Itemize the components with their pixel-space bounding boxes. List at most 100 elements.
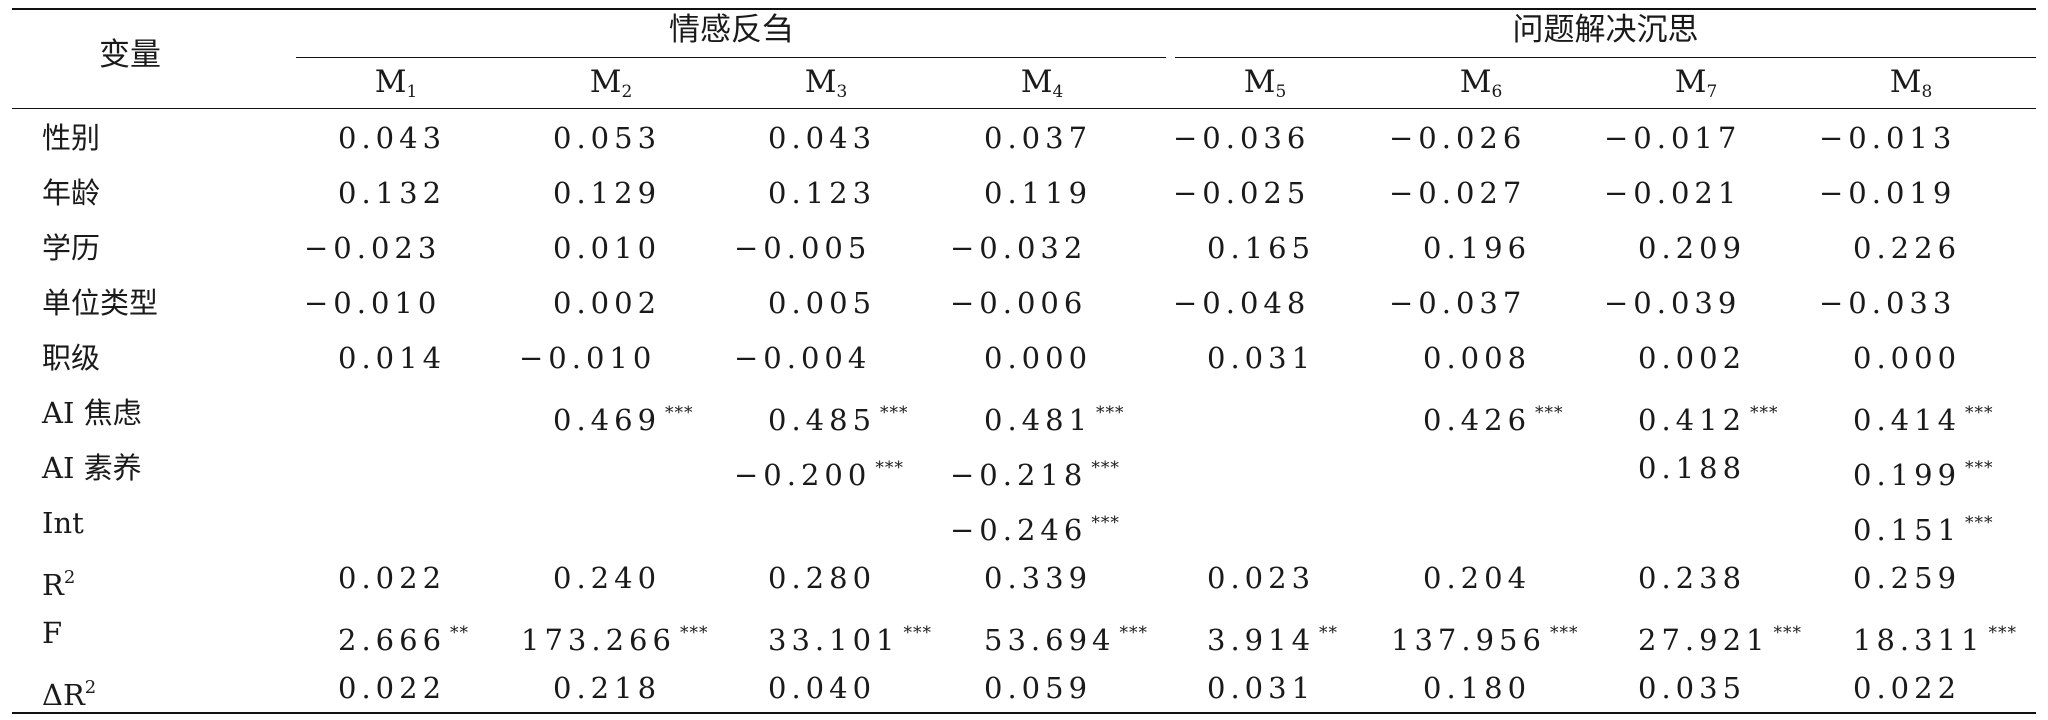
variable-header: 变量	[99, 37, 161, 73]
row-label: F	[42, 616, 63, 650]
table-cell: 2.666 **	[338, 623, 470, 657]
table-cell: 0.031	[1207, 671, 1316, 705]
row-label: 学历	[42, 231, 101, 265]
table-cell: 0.059	[984, 671, 1093, 705]
group-underline-problem-solving	[1175, 57, 2036, 58]
model-header-1: M1	[374, 64, 418, 102]
row-label: 性别	[42, 121, 101, 155]
table-cell: −0.032	[950, 231, 1088, 265]
table-cell: 0.132	[338, 176, 447, 210]
table-cell: 0.204	[1423, 561, 1532, 595]
table-cell: 0.008	[1423, 341, 1532, 375]
row-label: R2	[42, 567, 76, 602]
table-cell: −0.004	[734, 341, 872, 375]
table-cell: −0.013	[1819, 121, 1957, 155]
table-cell: −0.017	[1604, 121, 1742, 155]
table-cell: 0.035	[1638, 671, 1747, 705]
table-cell: −0.218 ***	[950, 458, 1120, 492]
table-cell: −0.005	[734, 231, 872, 265]
row-label: 单位类型	[42, 286, 159, 320]
group-header-problem-solving: 问题解决沉思	[1512, 12, 1699, 48]
table-cell: 18.311 ***	[1853, 623, 2017, 657]
table-cell: 0.481 ***	[984, 403, 1125, 437]
table-cell: 173.266 ***	[521, 623, 709, 657]
row-label: AI 素养	[42, 451, 142, 485]
group-underline-emotional-rumination	[296, 57, 1166, 58]
table-cell: 0.165	[1207, 231, 1316, 265]
table-cell: −0.023	[304, 231, 442, 265]
table-cell: 0.022	[338, 561, 447, 595]
row-label: 职级	[42, 341, 101, 375]
table-cell: −0.010	[304, 286, 442, 320]
table-cell: 0.218	[553, 671, 662, 705]
table-cell: −0.048	[1173, 286, 1311, 320]
table-cell: 0.119	[984, 176, 1093, 210]
table-cell: 0.002	[553, 286, 662, 320]
table-cell: 0.031	[1207, 341, 1316, 375]
model-header-3: M3	[804, 64, 848, 102]
table-cell: 0.037	[984, 121, 1093, 155]
table-cell: 0.043	[338, 121, 447, 155]
table-cell: 0.151 ***	[1853, 513, 1994, 547]
table-cell: −0.036	[1173, 121, 1311, 155]
table-cell: −0.039	[1604, 286, 1742, 320]
table-cell: 0.412 ***	[1638, 403, 1779, 437]
table-cell: 0.023	[1207, 561, 1316, 595]
model-header-8: M8	[1889, 64, 1933, 102]
row-label: ΔR2	[42, 677, 97, 712]
table-cell: 0.000	[984, 341, 1093, 375]
table-cell: 0.040	[768, 671, 877, 705]
model-header-7: M7	[1674, 64, 1718, 102]
table-cell: 0.002	[1638, 341, 1747, 375]
table-cell: 53.694 ***	[984, 623, 1148, 657]
group-header-emotional-rumination: 情感反刍	[669, 12, 793, 48]
table-cell: 0.053	[553, 121, 662, 155]
table-cell: 0.259	[1853, 561, 1962, 595]
table-cell: 0.469 ***	[553, 403, 694, 437]
table-cell: −0.025	[1173, 176, 1311, 210]
table-top-rule	[12, 8, 2036, 10]
table-cell: −0.033	[1819, 286, 1957, 320]
table-cell: 0.196	[1423, 231, 1532, 265]
table-cell: 0.005	[768, 286, 877, 320]
table-cell: 0.000	[1853, 341, 1962, 375]
table-cell: 0.022	[1853, 671, 1962, 705]
row-label: AI 焦虑	[42, 396, 142, 430]
table-cell: 0.014	[338, 341, 447, 375]
table-bottom-rule	[12, 712, 2036, 714]
table-cell: 0.043	[768, 121, 877, 155]
table-cell: −0.200 ***	[734, 458, 904, 492]
table-cell: 0.123	[768, 176, 877, 210]
table-cell: −0.027	[1389, 176, 1527, 210]
table-cell: 0.226	[1853, 231, 1962, 265]
table-cell: −0.246 ***	[950, 513, 1120, 547]
row-label: 年龄	[42, 176, 101, 210]
table-cell: −0.019	[1819, 176, 1957, 210]
header-bottom-rule	[12, 108, 2036, 109]
model-header-6: M6	[1459, 64, 1503, 102]
table-cell: 0.180	[1423, 671, 1532, 705]
table-cell: −0.037	[1389, 286, 1527, 320]
table-cell: −0.026	[1389, 121, 1527, 155]
table-cell: 3.914 **	[1207, 623, 1339, 657]
table-cell: 0.188	[1638, 451, 1747, 485]
table-cell: 0.209	[1638, 231, 1747, 265]
regression-table: 变量 情感反刍 问题解决沉思 M1 M2 M3 M4 M5 M6 M7 M8 性别 0.043 0…	[12, 8, 2036, 714]
table-cell: −0.010	[519, 341, 657, 375]
row-label: Int	[42, 506, 84, 540]
table-cell: 0.485 ***	[768, 403, 909, 437]
table-cell: 0.238	[1638, 561, 1747, 595]
table-cell: 0.240	[553, 561, 662, 595]
table-cell: 137.956 ***	[1391, 623, 1579, 657]
table-cell: 0.022	[338, 671, 447, 705]
table-cell: 33.101 ***	[768, 623, 932, 657]
model-header-4: M4	[1020, 64, 1064, 102]
table-cell: 0.199 ***	[1853, 458, 1994, 492]
table-cell: −0.021	[1604, 176, 1742, 210]
table-cell: 0.280	[768, 561, 877, 595]
table-cell: −0.006	[950, 286, 1088, 320]
model-header-2: M2	[589, 64, 633, 102]
table-cell: 0.129	[553, 176, 662, 210]
table-cell: 0.426 ***	[1423, 403, 1564, 437]
model-header-5: M5	[1243, 64, 1287, 102]
